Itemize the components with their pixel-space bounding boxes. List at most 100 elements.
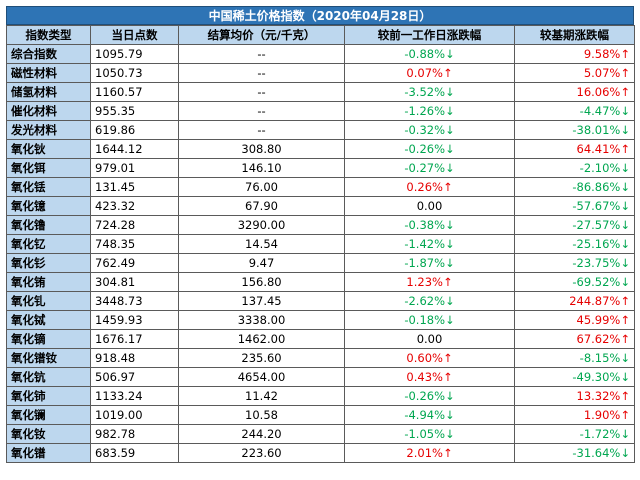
base-change-cell: -38.01%↓ (514, 120, 635, 140)
avg-price-cell: 3290.00 (178, 215, 345, 235)
avg-price-cell: 76.00 (178, 177, 345, 197)
daily-change-cell: -4.94%↓ (344, 405, 515, 425)
base-change-cell: 64.41%↑ (514, 139, 635, 159)
base-change-cell: -49.30%↓ (514, 367, 635, 387)
table-row: 氧化钬 1644.12 308.80 -0.26%↓ 64.41%↑ (6, 139, 635, 159)
points-cell: 1095.79 (90, 44, 179, 64)
index-name-cell: 氧化钇 (6, 234, 91, 254)
points-cell: 1676.17 (90, 329, 179, 349)
table-row: 氧化钇 748.35 14.54 -1.42%↓ -25.16%↓ (6, 234, 635, 254)
avg-price-cell: 3338.00 (178, 310, 345, 330)
points-cell: 982.78 (90, 424, 179, 444)
base-change-cell: 5.07%↑ (514, 63, 635, 83)
table-row: 催化材料 955.35 -- -1.26%↓ -4.47%↓ (6, 101, 635, 121)
header-points: 当日点数 (90, 25, 179, 45)
points-cell: 3448.73 (90, 291, 179, 311)
avg-price-cell: 156.80 (178, 272, 345, 292)
table-row: 磁性材料 1050.73 -- 0.07%↑ 5.07%↑ (6, 63, 635, 83)
avg-price-cell: 4654.00 (178, 367, 345, 387)
avg-price-cell: 235.60 (178, 348, 345, 368)
index-name-cell: 氧化钐 (6, 253, 91, 273)
table-row: 氧化镱 423.32 67.90 0.00 -57.67%↓ (6, 196, 635, 216)
avg-price-cell: -- (178, 120, 345, 140)
points-cell: 979.01 (90, 158, 179, 178)
index-name-cell: 发光材料 (6, 120, 91, 140)
base-change-cell: -27.57%↓ (514, 215, 635, 235)
table-row: 氧化镝 1676.17 1462.00 0.00 67.62%↑ (6, 329, 635, 349)
index-name-cell: 氧化镱 (6, 196, 91, 216)
index-name-cell: 氧化钪 (6, 367, 91, 387)
daily-change-cell: -1.05%↓ (344, 424, 515, 444)
header-avg-price: 结算均价（元/千克） (178, 25, 345, 45)
index-name-cell: 氧化镧 (6, 405, 91, 425)
index-name-cell: 氧化钆 (6, 291, 91, 311)
base-change-cell: 9.58%↑ (514, 44, 635, 64)
table-row: 氧化铈 1133.24 11.42 -0.26%↓ 13.32%↑ (6, 386, 635, 406)
daily-change-cell: -0.38%↓ (344, 215, 515, 235)
points-cell: 724.28 (90, 215, 179, 235)
points-cell: 748.35 (90, 234, 179, 254)
index-name-cell: 氧化镨钕 (6, 348, 91, 368)
daily-change-cell: -0.27%↓ (344, 158, 515, 178)
base-change-cell: -57.67%↓ (514, 196, 635, 216)
price-index-panel: 中国稀土价格指数（2020年04月28日） 指数类型 当日点数 结算均价（元/千… (6, 6, 635, 463)
daily-change-cell: -1.26%↓ (344, 101, 515, 121)
daily-change-cell: -3.52%↓ (344, 82, 515, 102)
table-row: 氧化铕 304.81 156.80 1.23%↑ -69.52%↓ (6, 272, 635, 292)
table-row: 氧化钕 982.78 244.20 -1.05%↓ -1.72%↓ (6, 424, 635, 444)
table-row: 氧化镥 724.28 3290.00 -0.38%↓ -27.57%↓ (6, 215, 635, 235)
base-change-cell: -1.72%↓ (514, 424, 635, 444)
points-cell: 506.97 (90, 367, 179, 387)
index-name-cell: 氧化钬 (6, 139, 91, 159)
points-cell: 1160.57 (90, 82, 179, 102)
avg-price-cell: -- (178, 82, 345, 102)
index-name-cell: 氧化铥 (6, 177, 91, 197)
header-base-change: 较基期涨跌幅 (514, 25, 635, 45)
base-change-cell: -86.86%↓ (514, 177, 635, 197)
table-row: 储氢材料 1160.57 -- -3.52%↓ 16.06%↑ (6, 82, 635, 102)
index-name-cell: 氧化镨 (6, 443, 91, 463)
daily-change-cell: -0.26%↓ (344, 139, 515, 159)
points-cell: 304.81 (90, 272, 179, 292)
base-change-cell: -8.15%↓ (514, 348, 635, 368)
table-row: 氧化镧 1019.00 10.58 -4.94%↓ 1.90%↑ (6, 405, 635, 425)
points-cell: 1644.12 (90, 139, 179, 159)
index-name-cell: 磁性材料 (6, 63, 91, 83)
points-cell: 1019.00 (90, 405, 179, 425)
points-cell: 1133.24 (90, 386, 179, 406)
table-row: 氧化铒 979.01 146.10 -0.27%↓ -2.10%↓ (6, 158, 635, 178)
daily-change-cell: -2.62%↓ (344, 291, 515, 311)
points-cell: 619.86 (90, 120, 179, 140)
header-daily-change: 较前一工作日涨跌幅 (344, 25, 515, 45)
points-cell: 1459.93 (90, 310, 179, 330)
index-name-cell: 氧化铕 (6, 272, 91, 292)
daily-change-cell: 0.43%↑ (344, 367, 515, 387)
index-name-cell: 储氢材料 (6, 82, 91, 102)
avg-price-cell: 9.47 (178, 253, 345, 273)
index-name-cell: 氧化钕 (6, 424, 91, 444)
avg-price-cell: 1462.00 (178, 329, 345, 349)
daily-change-cell: -0.26%↓ (344, 386, 515, 406)
base-change-cell: -25.16%↓ (514, 234, 635, 254)
base-change-cell: -2.10%↓ (514, 158, 635, 178)
avg-price-cell: 67.90 (178, 196, 345, 216)
avg-price-cell: 146.10 (178, 158, 345, 178)
avg-price-cell: 11.42 (178, 386, 345, 406)
base-change-cell: -69.52%↓ (514, 272, 635, 292)
table-row: 氧化镨 683.59 223.60 2.01%↑ -31.64%↓ (6, 443, 635, 463)
index-name-cell: 氧化镝 (6, 329, 91, 349)
daily-change-cell: -0.88%↓ (344, 44, 515, 64)
page-title: 中国稀土价格指数（2020年04月28日） (6, 6, 634, 25)
avg-price-cell: -- (178, 101, 345, 121)
index-name-cell: 氧化铈 (6, 386, 91, 406)
points-cell: 683.59 (90, 443, 179, 463)
table-row: 氧化镨钕 918.48 235.60 0.60%↑ -8.15%↓ (6, 348, 635, 368)
daily-change-cell: -0.32%↓ (344, 120, 515, 140)
base-change-cell: -31.64%↓ (514, 443, 635, 463)
avg-price-cell: 223.60 (178, 443, 345, 463)
daily-change-cell: 1.23%↑ (344, 272, 515, 292)
points-cell: 955.35 (90, 101, 179, 121)
table-row: 氧化钐 762.49 9.47 -1.87%↓ -23.75%↓ (6, 253, 635, 273)
avg-price-cell: -- (178, 44, 345, 64)
points-cell: 762.49 (90, 253, 179, 273)
